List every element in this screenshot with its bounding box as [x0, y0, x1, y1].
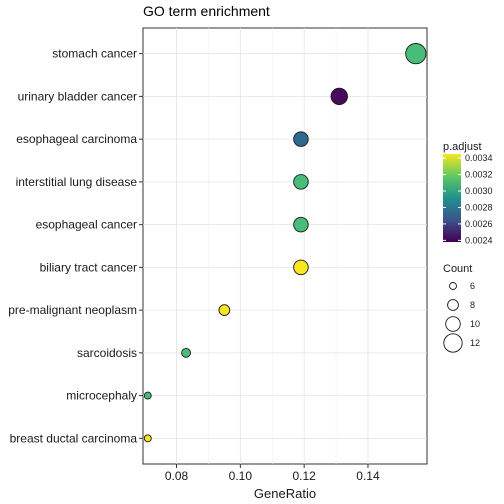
color-legend-label: 0.0028: [465, 202, 493, 212]
y-tick-label: esophageal cancer: [36, 218, 137, 232]
y-tick-label: sarcoidosis: [77, 346, 137, 360]
data-point: [330, 87, 348, 106]
y-tick-label: stomach cancer: [52, 47, 137, 61]
size-legend-title: Count: [443, 263, 472, 275]
x-tick-label: 0.08: [165, 469, 189, 483]
color-legend-label: 0.0032: [465, 170, 493, 180]
x-tick-label: 0.12: [292, 469, 316, 483]
data-point: [405, 43, 427, 65]
color-legend-label: 0.0030: [465, 186, 493, 196]
color-legend-label: 0.0026: [465, 219, 493, 229]
x-axis-label: GeneRatio: [254, 486, 316, 501]
data-point: [181, 347, 191, 358]
y-tick-label: biliary tract cancer: [40, 260, 137, 274]
plot-panel: [142, 27, 428, 465]
x-tick-label: 0.14: [356, 469, 380, 483]
data-point: [143, 391, 152, 400]
y-tick-label: esophageal carcinoma: [16, 132, 137, 146]
y-tick-label: microcephaly: [66, 389, 137, 403]
y-tick-label: urinary bladder cancer: [18, 89, 137, 103]
data-point: [293, 259, 309, 276]
size-legend-circle: [449, 282, 457, 290]
data-point: [293, 131, 309, 147]
y-tick-label: pre-malignant neoplasm: [8, 303, 137, 317]
color-legend: p.adjust 0.00340.00320.00300.00280.00260…: [443, 141, 493, 245]
data-point: [218, 304, 231, 316]
data-point: [293, 216, 309, 233]
data-point: [143, 434, 152, 443]
y-tick-labels: stomach cancer urinary bladder cancer esop…: [8, 47, 143, 445]
size-legend-items: 6 8 10 12: [443, 281, 480, 353]
data-points: [143, 43, 427, 443]
size-legend: Count 6 8 10 12: [443, 263, 480, 353]
color-legend-ticks: 0.0034 0.0032 0.0030 0.0028 0.0026 0.0024: [443, 153, 493, 245]
chart-title: GO term enrichment: [143, 3, 270, 19]
color-legend-bar: [443, 154, 461, 242]
size-legend-label: 12: [470, 338, 480, 348]
size-legend-label: 8: [470, 300, 475, 310]
data-point: [293, 174, 309, 190]
color-legend-label: 0.0024: [465, 235, 493, 245]
y-tick-label: breast ductal carcinoma: [10, 431, 138, 445]
x-tick-label: 0.10: [229, 469, 253, 483]
grid-lines: [143, 28, 427, 464]
color-legend-title: p.adjust: [443, 141, 482, 153]
x-tick-labels: 0.08 0.10 0.12 0.14: [165, 464, 380, 483]
size-legend-circle: [445, 316, 461, 332]
size-legend-label: 10: [470, 319, 480, 329]
size-legend-label: 6: [470, 281, 475, 291]
size-legend-circle: [443, 333, 463, 353]
size-legend-circle: [447, 299, 459, 311]
y-tick-label: interstitial lung disease: [16, 175, 138, 189]
color-legend-label: 0.0034: [465, 153, 493, 163]
